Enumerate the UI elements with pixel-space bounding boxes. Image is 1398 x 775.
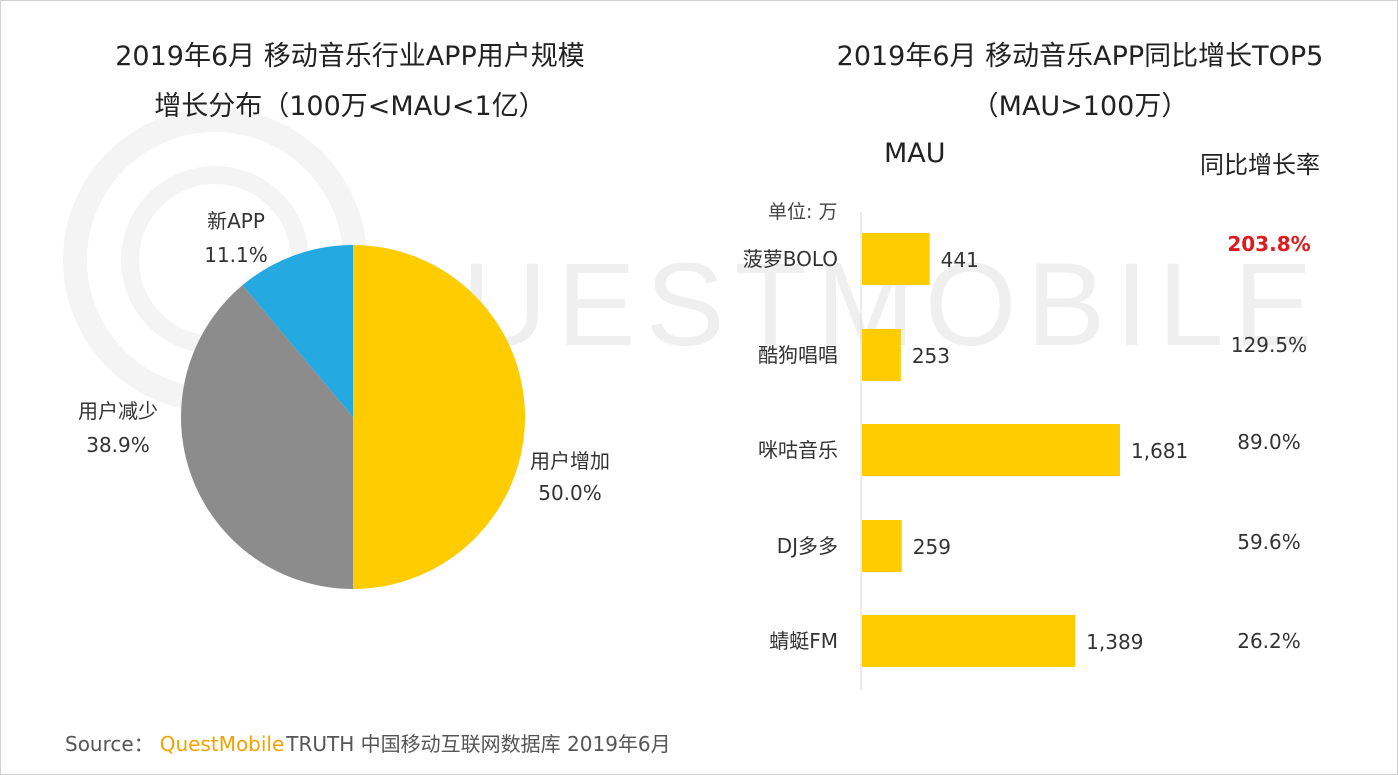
bar-value-label-3: 259 [913, 535, 951, 559]
pie-label-2: 新APP [207, 209, 265, 233]
bar-category-label-1: 酷狗唱唱 [758, 343, 838, 367]
pie-title-line1: 2019年6月 移动音乐行业APP用户规模 [115, 41, 585, 72]
bar-3 [862, 520, 902, 572]
source-note: Source： QuestMobile TRUTH 中国移动互联网数据库 2019年… [65, 728, 671, 757]
growth-rate-4: 26.2% [1237, 629, 1301, 653]
bar-value-label-2: 1,681 [1131, 439, 1188, 463]
pie-slice-2 [242, 245, 353, 417]
bar-value-label-4: 1,389 [1086, 630, 1143, 654]
bar-category-label-2: 咪咕音乐 [758, 438, 838, 462]
bar-value-label-0: 441 [941, 248, 979, 272]
bar-chart-title: 2019年6月 移动音乐APP同比增长TOP5 （MAU>100万） [770, 32, 1390, 132]
bar-category-label-4: 蜻蜓FM [769, 629, 838, 653]
pie-label-0: 用户增加 [530, 449, 610, 473]
growth-rate-3: 59.6% [1237, 530, 1301, 554]
pie-chart-title: 2019年6月 移动音乐行业APP用户规模 增长分布（100万<MAU<1亿） [40, 32, 660, 132]
growth-rate-2: 89.0% [1237, 430, 1301, 454]
growth-rate-1: 129.5% [1230, 333, 1308, 357]
pie-slice-1 [181, 285, 353, 589]
bar-title-line1: 2019年6月 移动音乐APP同比增长TOP5 [836, 41, 1324, 72]
source-prefix: Source： [65, 732, 154, 756]
pie-value-2: 11.1% [204, 243, 268, 267]
mau-header: MAU [884, 138, 946, 169]
source-brand: QuestMobile [159, 732, 285, 756]
unit-label: 单位: 万 [768, 201, 838, 223]
pie-slice-0 [353, 245, 525, 589]
bar-title-line2: （MAU>100万） [971, 91, 1189, 122]
bar-category-label-3: DJ多多 [777, 534, 838, 558]
pie-label-1: 用户减少 [78, 399, 158, 423]
bar-2 [862, 424, 1120, 476]
pie-value-0: 50.0% [538, 481, 602, 505]
bar-value-label-1: 253 [912, 344, 950, 368]
bar-category-label-0: 菠萝BOLO [743, 247, 838, 271]
bar-1 [862, 329, 901, 381]
source-rest: TRUTH 中国移动互联网数据库 2019年6月 [286, 732, 671, 756]
bar-4 [862, 615, 1076, 667]
pie-title-line2: 增长分布（100万<MAU<1亿） [154, 91, 546, 122]
pie-value-1: 38.9% [86, 433, 150, 457]
bar-0 [862, 233, 930, 285]
growth-rate-header: 同比增长率 [1200, 151, 1320, 179]
growth-rate-0: 203.8% [1227, 232, 1311, 256]
